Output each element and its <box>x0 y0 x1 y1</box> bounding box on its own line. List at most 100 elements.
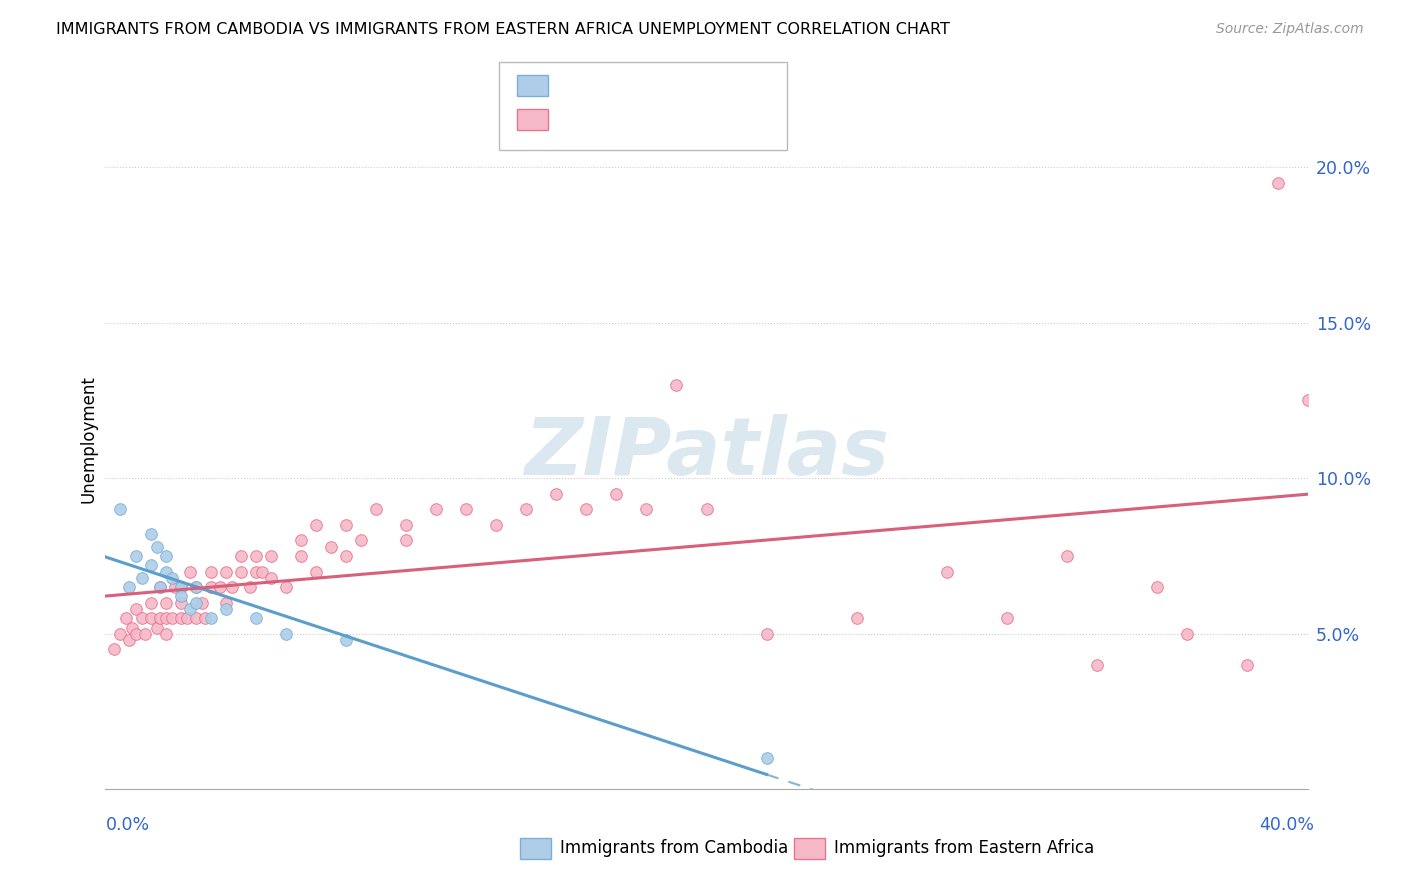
Point <box>179 602 201 616</box>
Point <box>139 527 162 541</box>
Point <box>169 590 191 604</box>
Point <box>245 565 267 579</box>
Point <box>115 611 138 625</box>
Point <box>515 502 537 516</box>
Point <box>169 611 191 625</box>
Point <box>155 549 177 563</box>
Point <box>485 517 508 532</box>
Point <box>176 611 198 625</box>
Point <box>214 596 236 610</box>
Point <box>395 533 418 548</box>
Point <box>169 596 191 610</box>
Point <box>184 596 207 610</box>
Point <box>696 502 718 516</box>
Y-axis label: Unemployment: Unemployment <box>79 376 97 503</box>
Point <box>139 558 162 573</box>
Point <box>118 633 141 648</box>
Point <box>121 621 143 635</box>
Point <box>155 565 177 579</box>
Point <box>139 596 162 610</box>
Point <box>239 580 262 594</box>
Point <box>208 580 231 594</box>
Point <box>229 565 252 579</box>
Point <box>250 565 273 579</box>
Point <box>395 517 418 532</box>
Point <box>274 580 297 594</box>
Point <box>260 549 283 563</box>
Point <box>335 517 357 532</box>
Point <box>169 580 191 594</box>
Text: Immigrants from Cambodia: Immigrants from Cambodia <box>560 839 787 857</box>
Point <box>350 533 373 548</box>
Point <box>245 611 267 625</box>
Point <box>194 611 217 625</box>
Point <box>145 540 167 554</box>
Point <box>179 565 201 579</box>
Text: -0.294: -0.294 <box>591 77 650 95</box>
Point <box>425 502 447 516</box>
Point <box>145 621 167 635</box>
Point <box>290 533 312 548</box>
Point <box>124 602 146 616</box>
Point <box>124 549 146 563</box>
Point <box>200 611 222 625</box>
Text: N =: N = <box>661 77 697 95</box>
Point <box>456 502 478 516</box>
Point <box>245 549 267 563</box>
Point <box>335 633 357 648</box>
Point <box>605 487 627 501</box>
Point <box>845 611 868 625</box>
Point <box>1056 549 1078 563</box>
Point <box>1177 627 1199 641</box>
Point <box>190 596 212 610</box>
Point <box>118 580 141 594</box>
Point <box>305 517 328 532</box>
Point <box>260 571 283 585</box>
Text: 0.490: 0.490 <box>591 111 643 128</box>
Text: Immigrants from Eastern Africa: Immigrants from Eastern Africa <box>834 839 1094 857</box>
Point <box>155 596 177 610</box>
Point <box>200 580 222 594</box>
Text: R =: R = <box>557 77 593 95</box>
Point <box>110 627 132 641</box>
Text: 0.0%: 0.0% <box>105 816 149 834</box>
Point <box>148 580 170 594</box>
Point <box>305 565 328 579</box>
Point <box>755 627 778 641</box>
Text: 75: 75 <box>696 111 718 128</box>
Text: 40.0%: 40.0% <box>1260 816 1315 834</box>
Point <box>335 549 357 563</box>
Point <box>290 549 312 563</box>
Point <box>1146 580 1168 594</box>
Text: 22: 22 <box>696 77 720 95</box>
Point <box>184 611 207 625</box>
Point <box>546 487 568 501</box>
Point <box>110 502 132 516</box>
Point <box>200 565 222 579</box>
Point <box>160 571 183 585</box>
Point <box>184 580 207 594</box>
Point <box>575 502 598 516</box>
Point <box>131 611 153 625</box>
Point <box>936 565 959 579</box>
Point <box>274 627 297 641</box>
Text: R =: R = <box>557 111 593 128</box>
Point <box>131 571 153 585</box>
Text: ZIPatlas: ZIPatlas <box>524 414 889 492</box>
Point <box>160 611 183 625</box>
Point <box>169 580 191 594</box>
Point <box>214 602 236 616</box>
Point <box>214 565 236 579</box>
Point <box>1296 393 1319 408</box>
Text: N =: N = <box>661 111 697 128</box>
Point <box>134 627 156 641</box>
Point <box>364 502 387 516</box>
Point <box>665 377 688 392</box>
Point <box>155 611 177 625</box>
Text: IMMIGRANTS FROM CAMBODIA VS IMMIGRANTS FROM EASTERN AFRICA UNEMPLOYMENT CORRELAT: IMMIGRANTS FROM CAMBODIA VS IMMIGRANTS F… <box>56 22 950 37</box>
Point <box>163 580 186 594</box>
Point <box>229 549 252 563</box>
Text: Source: ZipAtlas.com: Source: ZipAtlas.com <box>1216 22 1364 37</box>
Point <box>755 751 778 765</box>
Point <box>124 627 146 641</box>
